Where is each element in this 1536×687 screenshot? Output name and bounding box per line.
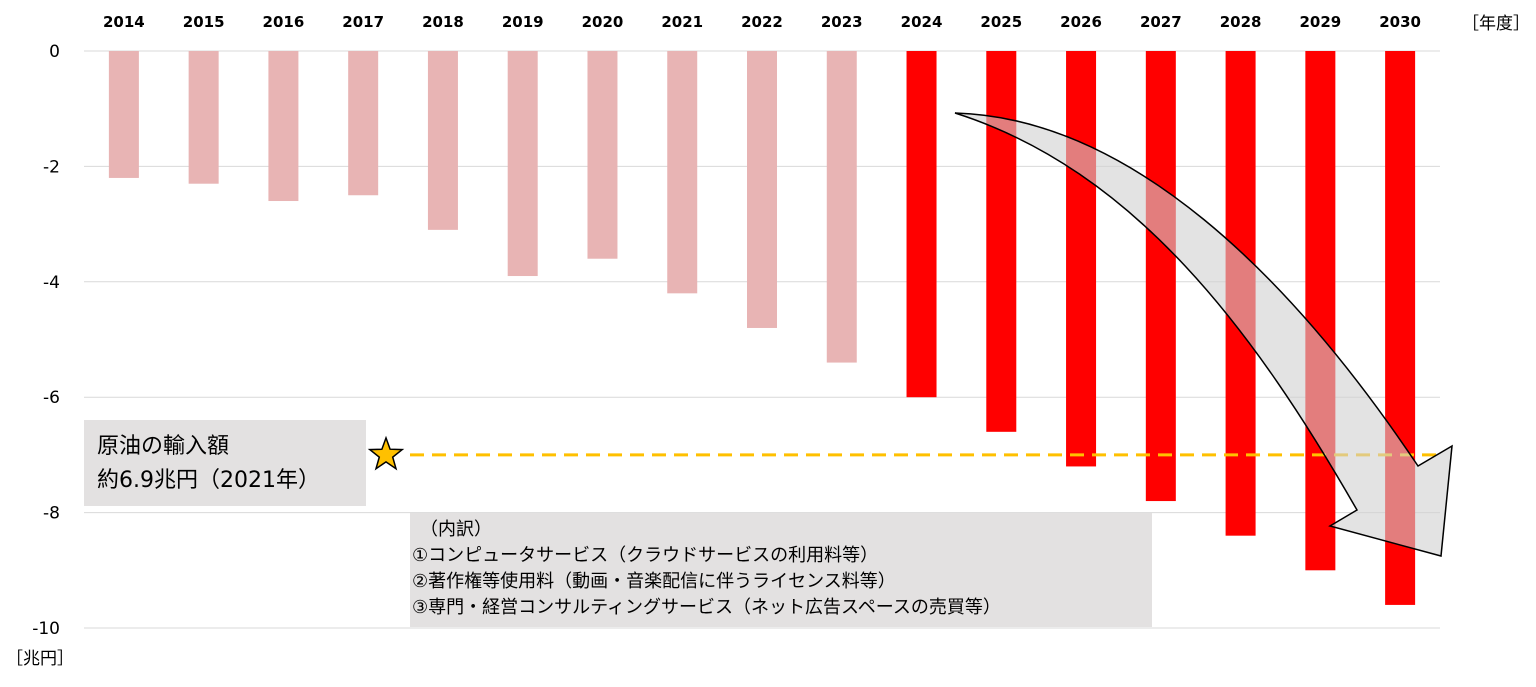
bar-2023 (826, 51, 857, 363)
breakdown-note-box (410, 513, 1152, 627)
y-tick-label: -2 (43, 157, 60, 177)
bar-2022 (747, 51, 777, 328)
x-tick-label: 2015 (183, 13, 225, 31)
y-tick-label: -4 (43, 273, 60, 293)
y-axis-ticks: 0 -2 -4 -6 -8 -10 (32, 42, 60, 639)
x-tick-label: 2019 (502, 13, 544, 31)
x-tick-label: 2028 (1220, 13, 1262, 31)
x-tick-label: 2022 (741, 13, 783, 31)
bar-2016 (268, 51, 299, 202)
x-tick-label: 2021 (661, 13, 703, 31)
x-tick-label: 2016 (263, 13, 305, 31)
x-tick-label: 2024 (901, 13, 943, 31)
bar-2015 (188, 51, 219, 184)
bar-2019 (507, 51, 538, 277)
x-tick-label: 2029 (1299, 13, 1341, 31)
breakdown-note-line-1: （内訳） (420, 519, 492, 540)
x-tick-label: 2014 (103, 13, 145, 31)
reference-line-group: 原油の輸入額 約6.9兆円（2021年） (84, 420, 1440, 506)
breakdown-note-line-3: ②著作権等使用料（動画・音楽配信に伴うライセンス料等） (412, 571, 896, 592)
x-tick-label: 2018 (422, 13, 464, 31)
y-axis-unit-label: ［兆円］ (6, 649, 74, 669)
reference-label-box (84, 420, 366, 506)
y-tick-label: -8 (43, 504, 60, 524)
x-tick-label: 2023 (821, 13, 863, 31)
bar-2017 (348, 51, 379, 196)
x-tick-label: 2017 (342, 13, 384, 31)
breakdown-note: （内訳） ①コンピュータサービス（クラウドサービスの利用料等） ②著作権等使用料… (410, 513, 1152, 627)
y-tick-label: -10 (32, 619, 60, 639)
bar-2027 (1145, 51, 1176, 502)
x-tick-label: 2026 (1060, 13, 1102, 31)
breakdown-note-line-2: ①コンピュータサービス（クラウドサービスの利用料等） (412, 545, 878, 566)
bar-2025 (986, 51, 1017, 432)
x-tick-label: 2020 (582, 13, 624, 31)
bar-2018 (427, 51, 458, 230)
y-tick-label: 0 (49, 42, 60, 62)
bar-2014 (108, 51, 139, 178)
breakdown-note-line-4: ③専門・経営コンサルティングサービス（ネット広告スペースの売買等） (412, 597, 1001, 618)
reference-label-line-1: 原油の輸入額 (97, 434, 229, 459)
x-tick-label: 2025 (980, 13, 1022, 31)
reference-label-line-2: 約6.9兆円（2021年） (97, 468, 320, 493)
x-tick-label: 2027 (1140, 13, 1182, 31)
x-tick-label: 2030 (1379, 13, 1421, 31)
bar-2020 (587, 51, 618, 259)
x-axis-unit-label: ［年度］ (1462, 14, 1530, 34)
bar-2029 (1305, 51, 1336, 571)
star-icon (367, 435, 405, 471)
bar-2026 (1066, 51, 1097, 467)
y-tick-label: -6 (43, 388, 60, 408)
trend-arrow-icon (954, 112, 1453, 557)
x-axis-ticks: 2014 2015 2016 2017 2018 2019 2020 2021 2022 2023… (103, 13, 1421, 31)
bar-2021 (667, 51, 698, 294)
bar-2024 (906, 51, 937, 398)
